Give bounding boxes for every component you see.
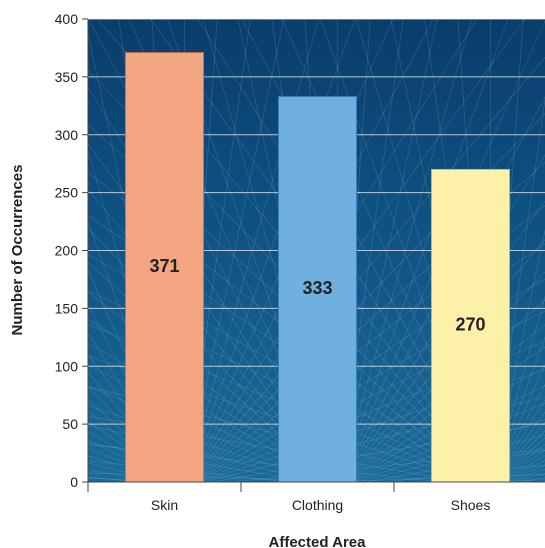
- background-ray: [0, 0, 338, 487]
- bar-skin: [125, 52, 204, 483]
- bar-value-label: 371: [149, 256, 179, 276]
- background-ray: [0, 0, 337, 487]
- background-ray: [88, 254, 483, 482]
- background-ray: [281, 19, 489, 482]
- background-ray: [88, 353, 182, 482]
- background-ray: [0, 0, 338, 487]
- bar-value-label: 333: [302, 278, 332, 298]
- background-ray: [186, 19, 394, 482]
- background-ray: [338, 19, 438, 482]
- background-ray: [0, 0, 338, 487]
- y-tick-label: 50: [62, 416, 78, 432]
- x-tick-label: Clothing: [292, 497, 343, 513]
- background-ray: [88, 332, 182, 482]
- bar-clothing: [278, 96, 357, 483]
- y-axis-title: Number of Occurrences: [9, 165, 26, 336]
- background-ray: [186, 19, 434, 482]
- background-ray: [491, 295, 545, 482]
- y-tick-label: 300: [55, 127, 79, 143]
- y-tick-label: 200: [55, 243, 79, 259]
- y-tick-label: 150: [55, 300, 79, 316]
- background-ray: [339, 20, 545, 482]
- y-tick-label: 0: [70, 474, 78, 490]
- background-ray: [0, 0, 490, 487]
- background-ray: [0, 0, 491, 487]
- bar-value-label: 270: [455, 314, 485, 334]
- background-ray: [88, 269, 183, 482]
- x-tick-label: Skin: [151, 497, 178, 513]
- background-ray: [88, 342, 330, 482]
- bar-shoes: [431, 168, 510, 483]
- y-axis: 0 50 100 150 200 250 300 350 400: [55, 11, 89, 490]
- y-tick-label: 100: [55, 358, 79, 374]
- background-ray: [490, 97, 545, 482]
- background-ray: [337, 19, 404, 482]
- background-ray: [185, 19, 320, 482]
- background-ray: [492, 336, 545, 482]
- background-ray: [339, 96, 545, 482]
- background-ray: [184, 19, 251, 482]
- background-ray: [340, 154, 545, 482]
- x-axis: Skin Clothing Shoes: [87, 481, 545, 513]
- background-ray: [241, 19, 489, 482]
- background-ray: [185, 19, 285, 482]
- background-ray: [491, 229, 545, 482]
- background-ray: [0, 0, 338, 487]
- background-ray: [186, 19, 356, 482]
- background-ray: [339, 19, 509, 482]
- x-tick-label: Shoes: [451, 497, 491, 513]
- bars: 371 333 270: [125, 52, 510, 483]
- background-ray: [340, 200, 545, 482]
- background-ray: [0, 0, 338, 487]
- y-tick-label: 400: [55, 11, 79, 27]
- background-ray: [0, 0, 338, 487]
- background-ray: [187, 19, 478, 482]
- background-ray: [187, 19, 525, 482]
- background-ray: [197, 19, 488, 482]
- background-ray: [88, 304, 183, 482]
- background-ray: [338, 19, 473, 482]
- x-axis-title: Affected Area: [269, 534, 367, 548]
- y-tick-label: 250: [55, 185, 79, 201]
- y-tick-label: 350: [55, 69, 79, 85]
